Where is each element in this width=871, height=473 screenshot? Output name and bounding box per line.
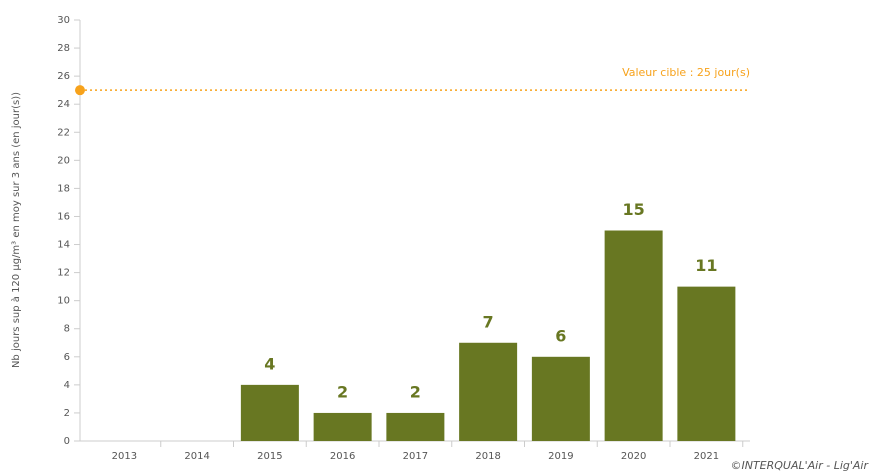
bar [531, 356, 590, 441]
y-tick-label: 18 [57, 183, 70, 194]
bar [459, 342, 518, 441]
y-tick-label: 2 [64, 408, 70, 419]
y-tick-label: 28 [57, 43, 70, 54]
y-tick-label: 8 [64, 324, 70, 335]
y-tick-label: 26 [57, 71, 70, 82]
x-tick-label: 2016 [330, 451, 355, 462]
y-tick-label: 12 [57, 268, 70, 279]
y-tick-label: 30 [57, 15, 70, 26]
y-tick-label: 10 [57, 296, 70, 307]
bar [240, 384, 299, 441]
data-label: 6 [555, 326, 566, 345]
bar [604, 230, 663, 441]
y-tick-label: 24 [57, 99, 70, 110]
y-tick-label: 16 [57, 211, 70, 222]
x-tick-label: 2013 [112, 451, 137, 462]
data-label: 2 [337, 382, 348, 401]
data-label: 15 [622, 200, 644, 219]
x-tick-label: 2019 [548, 451, 573, 462]
x-tick-label: 2017 [403, 451, 428, 462]
target-label: Valeur cible : 25 jour(s) [622, 66, 750, 79]
x-tick-label: 2015 [257, 451, 282, 462]
y-axis-label: Nb jours sup à 120 µg/m³ en moy sur 3 an… [10, 92, 22, 368]
credit: ©INTERQUAL'Air - Lig'Air [730, 459, 869, 472]
bar [386, 412, 445, 441]
data-label: 4 [264, 354, 275, 373]
data-label: 7 [483, 312, 494, 331]
x-tick-label: 2021 [694, 451, 719, 462]
bar [677, 286, 736, 441]
x-tick-label: 2018 [475, 451, 500, 462]
y-tick-label: 22 [57, 127, 70, 138]
y-tick-label: 20 [57, 155, 70, 166]
x-tick-label: 2014 [184, 451, 209, 462]
x-tick-label: 2020 [621, 451, 646, 462]
y-tick-label: 14 [57, 240, 70, 251]
data-label: 2 [410, 382, 421, 401]
bar [313, 412, 372, 441]
y-tick-label: 0 [64, 436, 70, 447]
y-tick-label: 4 [64, 380, 70, 391]
target-marker [75, 85, 85, 96]
data-label: 11 [695, 256, 717, 275]
y-tick-label: 6 [64, 352, 70, 363]
